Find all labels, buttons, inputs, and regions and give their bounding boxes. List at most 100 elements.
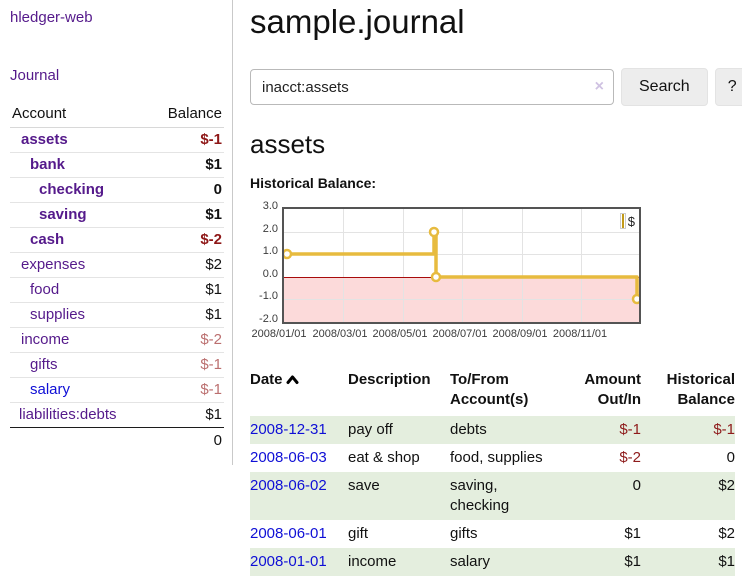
chart-heading: Historical Balance: bbox=[250, 175, 377, 192]
search-button[interactable]: Search bbox=[621, 68, 708, 107]
account-balance: $1 bbox=[205, 281, 222, 298]
register-table: Date Description To/From Account(s) Amou… bbox=[250, 366, 735, 576]
column-header-date[interactable]: Date bbox=[250, 366, 348, 416]
account-balance: $-2 bbox=[200, 231, 222, 248]
transaction-amount: $-2 bbox=[619, 449, 641, 467]
legend-swatch-icon bbox=[619, 213, 626, 230]
account-balance: $-2 bbox=[200, 331, 222, 348]
transaction-balance: $-1 bbox=[713, 421, 735, 439]
transaction-amount: $1 bbox=[624, 524, 641, 542]
gridline bbox=[403, 209, 404, 323]
transaction-balance: 0 bbox=[726, 449, 735, 467]
x-tick-label: 2008/03/01 bbox=[312, 328, 368, 341]
account-link-food[interactable]: food bbox=[30, 281, 60, 298]
transaction-balance: $2 bbox=[718, 524, 735, 542]
y-tick-label: 2.0 bbox=[262, 223, 278, 236]
x-tick-label: 2008/09/01 bbox=[492, 328, 548, 341]
account-balance: 0 bbox=[213, 181, 222, 198]
transaction-description: pay off bbox=[348, 421, 393, 439]
accounts-table-header: Account Balance bbox=[10, 101, 224, 128]
data-point-marker bbox=[430, 272, 442, 283]
account-row-cash: cash $-2 bbox=[10, 228, 224, 253]
accounts-total: 0 bbox=[10, 427, 224, 453]
search-form: × Search ? bbox=[250, 68, 742, 107]
transaction-amount: $1 bbox=[624, 552, 641, 570]
x-tick-label: 2008/05/01 bbox=[372, 328, 428, 341]
column-header-amount: Amount Out/In bbox=[584, 371, 641, 409]
y-tick-label: 0.0 bbox=[262, 268, 278, 281]
data-point-marker bbox=[428, 227, 440, 238]
chart-legend: $ bbox=[619, 213, 635, 230]
account-row-liabilities-debts: liabilities:debts $1 bbox=[10, 403, 224, 427]
transaction-date-link[interactable]: 2008-06-01 bbox=[250, 524, 327, 542]
legend-label: $ bbox=[627, 213, 635, 229]
account-row-food: food $1 bbox=[10, 278, 224, 303]
account-balance: $1 bbox=[205, 406, 222, 423]
account-row-supplies: supplies $1 bbox=[10, 303, 224, 328]
account-balance: $1 bbox=[205, 306, 222, 323]
register-header-row: Date Description To/From Account(s) Amou… bbox=[250, 366, 735, 416]
gridline bbox=[462, 209, 463, 323]
x-tick-label: 2008/01/01 bbox=[251, 328, 307, 341]
account-row-expenses: expenses $2 bbox=[10, 253, 224, 278]
account-balance: $-1 bbox=[200, 356, 222, 373]
gridline bbox=[284, 299, 639, 301]
transaction-date-link[interactable]: 2008-12-31 bbox=[250, 421, 327, 439]
accounts-header-balance: Balance bbox=[167, 105, 222, 122]
gridline bbox=[343, 209, 344, 323]
transaction-date-link[interactable]: 2008-06-03 bbox=[250, 449, 327, 467]
balance-step-line bbox=[284, 227, 639, 305]
app-title-link[interactable]: hledger-web bbox=[10, 9, 93, 26]
x-axis-labels: 2008/01/01 2008/03/01 2008/05/01 2008/07… bbox=[251, 328, 742, 342]
sidebar-item-journal[interactable]: Journal bbox=[10, 67, 60, 84]
account-link-salary[interactable]: salary bbox=[30, 381, 71, 398]
account-link-saving[interactable]: saving bbox=[39, 206, 87, 223]
account-link-expenses[interactable]: expenses bbox=[21, 256, 86, 273]
transaction-accounts: salary bbox=[450, 552, 491, 570]
x-tick-label: 2008/07/01 bbox=[432, 328, 488, 341]
accounts-table: Account Balance assets $-1 bank $1 check… bbox=[10, 101, 224, 453]
transaction-date-link[interactable]: 2008-01-01 bbox=[250, 552, 327, 570]
chart-plot-area: $ bbox=[282, 207, 641, 325]
help-button[interactable]: ? bbox=[714, 68, 742, 107]
page-title: sample.journal bbox=[250, 3, 465, 40]
account-link-assets[interactable]: assets bbox=[21, 131, 68, 148]
account-heading: assets bbox=[250, 129, 326, 160]
account-row-bank: bank $1 bbox=[10, 153, 224, 178]
search-input[interactable] bbox=[250, 69, 614, 106]
gridline bbox=[581, 209, 582, 323]
column-header-balance: Historical Balance bbox=[666, 371, 735, 409]
gridline bbox=[522, 209, 523, 323]
transaction-accounts: food, supplies bbox=[450, 449, 543, 467]
date-header-label: Date bbox=[250, 371, 283, 389]
transaction-balance: $1 bbox=[718, 552, 735, 570]
account-link-gifts[interactable]: gifts bbox=[30, 356, 58, 373]
x-tick-label: 2008/11/01 bbox=[552, 328, 608, 341]
register-row: 2008-06-02 save saving, checking 0 $2 bbox=[250, 472, 735, 520]
register-row: 2008-12-31 pay off debts $-1 $-1 bbox=[250, 416, 735, 445]
transaction-date-link[interactable]: 2008-06-02 bbox=[250, 477, 327, 494]
account-balance: $-1 bbox=[200, 131, 222, 148]
account-link-checking[interactable]: checking bbox=[39, 181, 105, 198]
account-row-gifts: gifts $-1 bbox=[10, 353, 224, 378]
account-link-income[interactable]: income bbox=[21, 331, 70, 348]
account-link-supplies[interactable]: supplies bbox=[30, 306, 86, 323]
sidebar: hledger-web Journal Account Balance asse… bbox=[0, 0, 233, 465]
transaction-accounts: gifts bbox=[450, 524, 478, 542]
transaction-description: save bbox=[348, 477, 380, 494]
account-link-cash[interactable]: cash bbox=[30, 231, 65, 248]
transaction-accounts: saving, checking bbox=[450, 477, 510, 514]
clear-search-icon[interactable]: × bbox=[594, 78, 604, 96]
transaction-amount: 0 bbox=[632, 477, 641, 494]
data-point-marker bbox=[631, 294, 639, 305]
column-header-accounts: To/From Account(s) bbox=[450, 371, 529, 409]
account-link-liabilities-debts[interactable]: liabilities:debts bbox=[19, 406, 117, 423]
account-balance: $2 bbox=[205, 256, 222, 273]
account-balance: $-1 bbox=[200, 381, 222, 398]
accounts-header-account: Account bbox=[12, 105, 67, 122]
transaction-description: income bbox=[348, 552, 397, 570]
register-row: 2008-06-03 eat & shop food, supplies $-2… bbox=[250, 444, 735, 472]
y-tick-label: 3.0 bbox=[262, 200, 278, 213]
sort-ascending-icon bbox=[286, 371, 299, 391]
account-link-bank[interactable]: bank bbox=[30, 156, 66, 173]
